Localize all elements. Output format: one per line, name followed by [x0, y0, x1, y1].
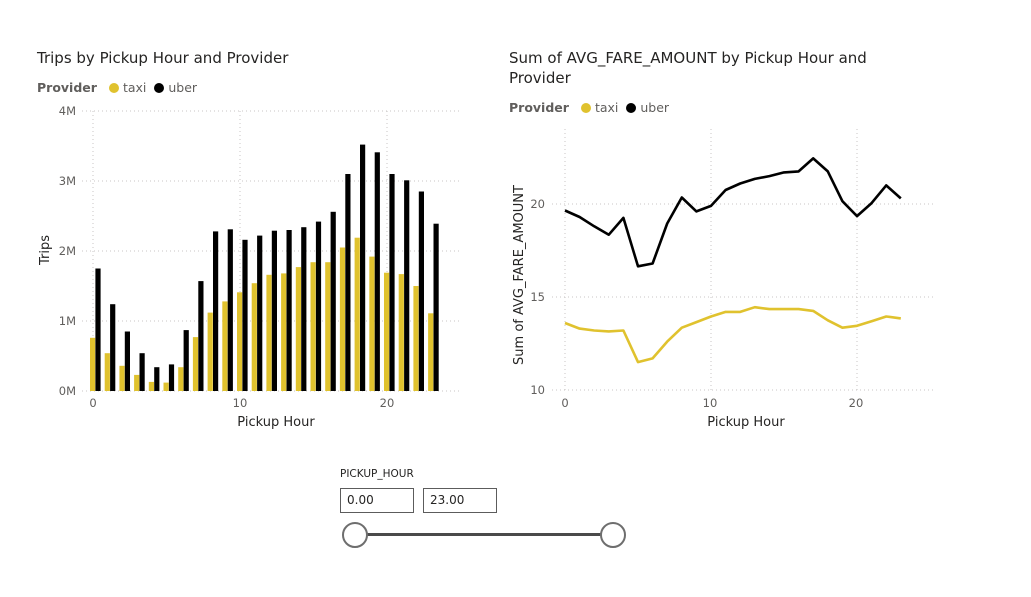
bar-taxi[interactable]	[398, 274, 404, 391]
bar-taxi[interactable]	[148, 381, 154, 391]
line-chart-legend: Provider taxi uber	[509, 100, 669, 115]
bar-taxi[interactable]	[310, 262, 316, 391]
bar-taxi[interactable]	[207, 312, 213, 391]
y-tick: 4M	[59, 104, 76, 118]
bar-uber[interactable]	[139, 353, 145, 391]
bar-chart: 0M 1M 2M 3M 4M 0 10 20 Pickup Hour Trips	[38, 104, 462, 430]
legend-uber-label[interactable]: uber	[640, 100, 670, 115]
y-tick: 2M	[59, 244, 76, 258]
bar-uber[interactable]	[257, 235, 263, 391]
bar-taxi[interactable]	[104, 353, 110, 391]
slicer-min-handle[interactable]	[342, 522, 368, 548]
slicer-min-input[interactable]: 0.00	[340, 488, 414, 513]
legend-taxi-marker	[108, 82, 119, 93]
y-tick: 10	[530, 383, 545, 397]
bar-taxi[interactable]	[222, 301, 228, 391]
bar-chart-legend: Provider taxi uber	[37, 80, 197, 95]
bar-uber[interactable]	[301, 227, 307, 391]
slicer-header: PICKUP_HOUR	[340, 468, 414, 480]
bar-uber[interactable]	[124, 331, 130, 392]
y-tick: 1M	[59, 314, 76, 328]
line-chart: 10 15 20 0 10 20 Pickup Hour Sum of AVG_…	[512, 129, 935, 430]
bar-uber[interactable]	[418, 191, 424, 392]
bar-uber[interactable]	[242, 239, 248, 391]
bar-taxi[interactable]	[90, 337, 96, 391]
bar-uber[interactable]	[286, 230, 292, 391]
slicer-track[interactable]	[356, 533, 613, 536]
bar-taxi[interactable]	[178, 367, 184, 391]
legend-title: Provider	[37, 80, 97, 95]
y-axis-title: Trips	[38, 235, 53, 266]
line-chart-title-line1: Sum of AVG_FARE_AMOUNT by Pickup Hour an…	[509, 49, 867, 67]
bar-uber[interactable]	[374, 152, 380, 391]
y-tick: 20	[530, 197, 545, 211]
bar-taxi[interactable]	[266, 274, 272, 391]
bar-uber[interactable]	[330, 211, 336, 391]
x-axis-title: Pickup Hour	[237, 415, 315, 430]
x-axis-title: Pickup Hour	[707, 415, 785, 430]
bar-chart-title: Trips by Pickup Hour and Provider	[37, 49, 289, 67]
x-tick: 10	[703, 396, 718, 410]
legend-uber-marker	[154, 82, 165, 93]
slicer-max-input[interactable]: 23.00	[423, 488, 497, 513]
bar-uber[interactable]	[360, 144, 366, 391]
x-tick: 20	[849, 396, 864, 410]
legend-taxi-label[interactable]: taxi	[594, 100, 619, 115]
line-chart-title-line2: Provider	[509, 69, 571, 87]
bar-taxi[interactable]	[325, 262, 331, 391]
bar-uber[interactable]	[154, 367, 160, 391]
bar-taxi[interactable]	[119, 365, 125, 391]
bar-uber[interactable]	[110, 304, 116, 391]
bar-uber[interactable]	[95, 268, 101, 392]
bar-uber[interactable]	[271, 230, 277, 391]
bar-taxi[interactable]	[339, 247, 346, 392]
series-line-taxi[interactable]	[564, 305, 901, 364]
bar-taxi[interactable]	[237, 292, 243, 391]
y-tick: 0M	[59, 384, 76, 398]
bar-uber[interactable]	[389, 174, 395, 391]
bar-uber[interactable]	[315, 221, 322, 391]
y-axis-title: Sum of AVG_FARE_AMOUNT	[512, 185, 527, 365]
bar-uber[interactable]	[345, 174, 351, 391]
series-line-uber[interactable]	[564, 157, 902, 268]
x-tick: 10	[233, 396, 248, 410]
bar-taxi[interactable]	[369, 256, 375, 391]
bar-taxi[interactable]	[384, 272, 390, 391]
legend-taxi-marker	[580, 102, 591, 113]
x-tick: 20	[380, 396, 395, 410]
line-chart-title: Sum of AVG_FARE_AMOUNT by Pickup Hour an…	[509, 48, 867, 88]
bar-taxi[interactable]	[251, 283, 257, 391]
bar-uber[interactable]	[433, 223, 439, 391]
y-tick: 15	[530, 290, 545, 304]
bar-taxi[interactable]	[192, 337, 199, 391]
slicer-max-handle[interactable]	[600, 522, 626, 548]
bar-taxi[interactable]	[413, 286, 419, 391]
bar-uber[interactable]	[227, 229, 233, 391]
bar-uber[interactable]	[213, 231, 219, 391]
bar-taxi[interactable]	[163, 382, 169, 391]
legend-uber-label[interactable]: uber	[168, 80, 198, 95]
bar-taxi[interactable]	[134, 374, 140, 391]
legend-title: Provider	[509, 100, 569, 115]
y-tick: 3M	[59, 174, 76, 188]
bar-uber[interactable]	[183, 330, 189, 391]
legend-uber-marker	[626, 102, 637, 113]
bar-taxi[interactable]	[428, 313, 434, 391]
bar-uber[interactable]	[198, 281, 204, 391]
bar-taxi[interactable]	[295, 267, 301, 391]
bar-taxi[interactable]	[354, 237, 360, 391]
x-tick: 0	[89, 396, 96, 410]
legend-taxi-label[interactable]: taxi	[122, 80, 147, 95]
bar-uber[interactable]	[404, 180, 410, 391]
bar-uber[interactable]	[168, 364, 175, 391]
bar-taxi[interactable]	[281, 273, 287, 391]
x-tick: 0	[561, 396, 568, 410]
